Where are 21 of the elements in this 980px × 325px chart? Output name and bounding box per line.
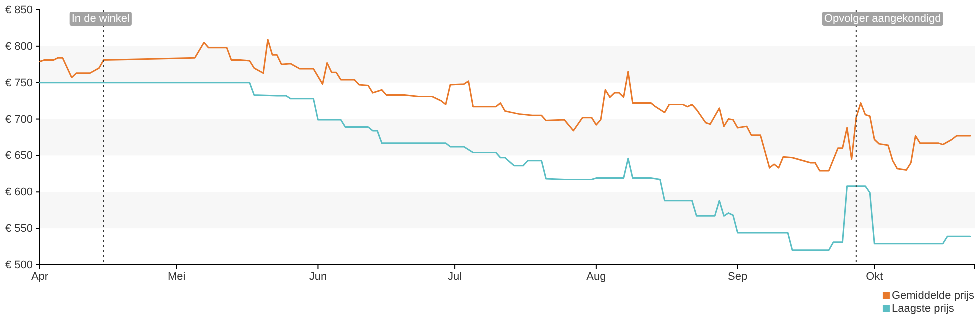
legend-label: Gemiddelde prijs: [892, 290, 975, 302]
y-tick-label: € 850: [5, 4, 33, 17]
y-tick-label: € 600: [5, 186, 33, 199]
y-tick-label: € 750: [5, 77, 33, 90]
y-tick-label: € 650: [5, 150, 33, 162]
x-tick-label: Apr: [31, 270, 49, 283]
x-tick-label: Jul: [448, 270, 462, 283]
x-tick-label: Sep: [728, 270, 748, 283]
ref-line-label: Opvolger aangekondigd: [824, 13, 942, 25]
y-tick-label: € 700: [5, 114, 33, 126]
x-tick-label: Mei: [168, 270, 186, 283]
x-tick-label: Jun: [309, 270, 328, 283]
x-tick-label: Okt: [866, 270, 884, 283]
line-series: [39, 39, 972, 172]
y-tick-label: € 550: [5, 223, 33, 236]
y-tick-label: € 500: [5, 260, 33, 272]
ref-line-label: In de winkel: [72, 13, 130, 25]
legend-label: Laagste prijs: [892, 303, 955, 315]
line-series: [39, 82, 972, 252]
x-tick-label: Aug: [586, 270, 606, 283]
y-tick-label: € 800: [5, 40, 33, 53]
